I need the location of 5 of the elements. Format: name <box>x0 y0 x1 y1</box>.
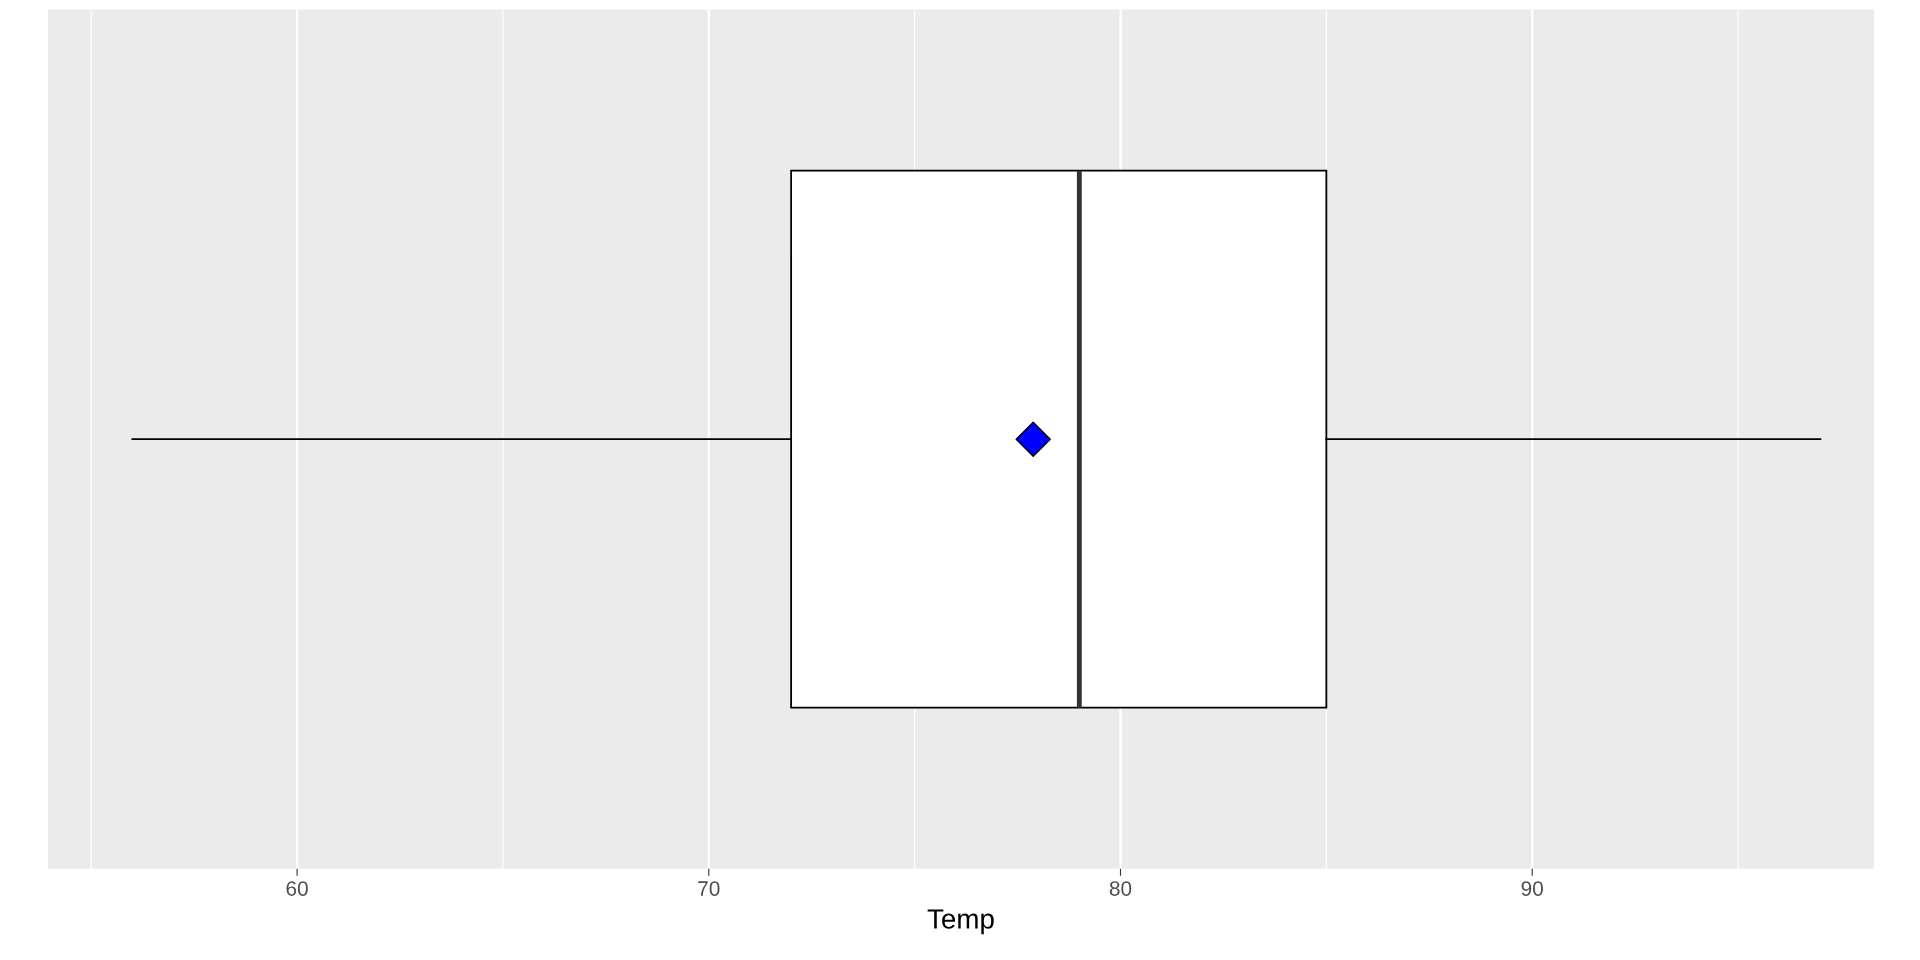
x-tick-label: 70 <box>698 881 720 896</box>
x-tick-label: 80 <box>1109 881 1132 896</box>
x-axis-title: Temp <box>927 909 994 935</box>
x-tick-label: 60 <box>286 881 308 896</box>
x-tick-label: 90 <box>1521 881 1543 896</box>
